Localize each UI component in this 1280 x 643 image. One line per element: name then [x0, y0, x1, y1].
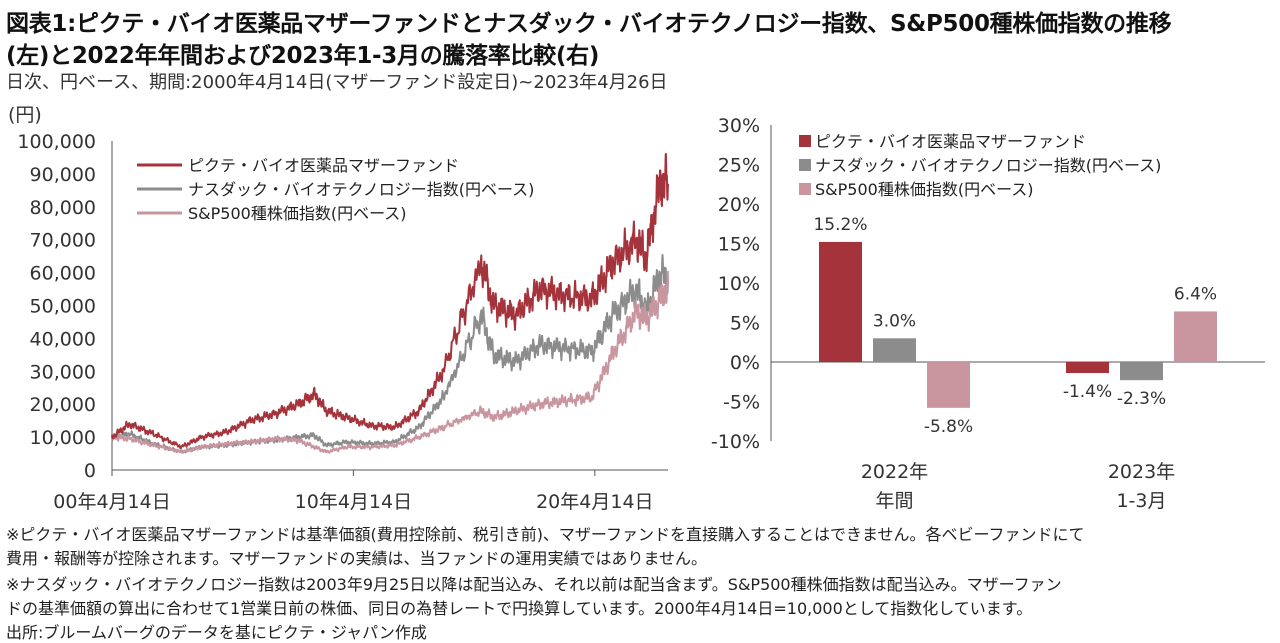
category-label: 1-3月 [1116, 490, 1166, 512]
y-tick-label: 80,000 [30, 197, 96, 219]
chart-title-line1: 図表1:ピクテ・バイオ医薬品マザーファンドとナスダック・バイオテクノロジー指数、… [6, 11, 1172, 37]
series-line-2 [111, 270, 669, 454]
legend-label: S&P500種株価指数(円ベース) [188, 204, 407, 223]
bar [1066, 362, 1109, 374]
category-label: 2023年 [1108, 461, 1175, 483]
y-tick-label: 25% [718, 155, 760, 177]
data-label: -2.3% [1117, 389, 1166, 409]
y-tick-label: 60,000 [30, 263, 96, 285]
footnote-2: 費用・報酬等が控除されます。マザーファンドの実績は、当ファンドの運用実績ではあり… [6, 549, 707, 568]
legend-label: ピクテ・バイオ医薬品マザーファンド [815, 132, 1086, 151]
line-chart: (円) 100,000 90,000 80,000 70,000 60,000 50,000… [8, 104, 669, 513]
y-tick-label: 0 [84, 460, 96, 482]
footnote-4: ドの基準価額の算出に合わせて1営業日前の株価、同日の為替レートで円換算しています… [6, 599, 1033, 618]
bar [873, 338, 916, 362]
source-note: 出所:ブルームバーグのデータを基にピクテ・ジャパン作成 [6, 623, 427, 642]
data-label: -5.8% [924, 417, 973, 437]
data-label: 6.4% [1174, 284, 1217, 304]
y-axis-label: (円) [8, 104, 42, 126]
bar [927, 362, 970, 408]
bar [819, 241, 862, 362]
y-tick-label: 10% [718, 273, 760, 295]
y-tick-label: 40,000 [30, 328, 96, 350]
y-tick-label: 70,000 [30, 230, 96, 252]
category-label: 2022年 [861, 461, 928, 483]
y-tick-label: 50,000 [30, 296, 96, 318]
legend-label: S&P500種株価指数(円ベース) [815, 180, 1034, 199]
x-tick-label: 00年4月14日 [53, 491, 170, 513]
legend-label: ピクテ・バイオ医薬品マザーファンド [188, 156, 459, 175]
data-label: 3.0% [873, 311, 916, 331]
y-tick-label: 30,000 [30, 361, 96, 383]
legend-label: ナスダック・バイオテクノロジー指数(円ベース) [188, 180, 534, 199]
y-tick-label: 30% [718, 115, 760, 137]
chart-subtitle: 日次、円ベース、期間:2000年4月14日(マザーファンド設定日)~2023年4… [6, 72, 668, 93]
bar [1174, 311, 1217, 362]
y-tick-label: 5% [730, 313, 760, 335]
chart-title-line2: (左)と2022年年間および2023年1-3月の騰落率比較(右) [6, 43, 600, 69]
y-tick-label: 20% [718, 194, 760, 216]
data-label: -1.4% [1063, 382, 1112, 402]
bar-chart: 30% 25% 20% 15% 10% 5% 0% -5% -10% 15.2% 3.0% -5.8%… [711, 115, 1265, 512]
series-line-0 [111, 152, 669, 450]
x-tick-label: 10年4月14日 [295, 491, 412, 513]
bar [1120, 362, 1163, 381]
y-tick-label: -5% [723, 392, 760, 414]
data-label: 15.2% [813, 215, 867, 235]
legend-swatch [799, 159, 811, 171]
legend-swatch [799, 183, 811, 195]
category-label: 年間 [875, 490, 913, 512]
series-line-1 [111, 254, 669, 454]
y-tick-label: -10% [711, 431, 760, 453]
y-tick-label: 0% [730, 352, 760, 374]
footnote-3: ※ナスダック・バイオテクノロジー指数は2003年9月25日以降は配当込み、それ以… [6, 575, 1062, 594]
y-tick-label: 15% [718, 234, 760, 256]
y-tick-label: 100,000 [17, 131, 96, 153]
x-tick-label: 20年4月14日 [536, 491, 653, 513]
legend-label: ナスダック・バイオテクノロジー指数(円ベース) [815, 156, 1161, 175]
y-tick-label: 10,000 [30, 427, 96, 449]
legend-swatch [799, 135, 811, 147]
y-tick-label: 90,000 [30, 164, 96, 186]
y-tick-label: 20,000 [30, 394, 96, 416]
footnote-1: ※ピクテ・バイオ医薬品マザーファンドは基準価額(費用控除前、税引き前)、マザーフ… [6, 525, 1085, 544]
